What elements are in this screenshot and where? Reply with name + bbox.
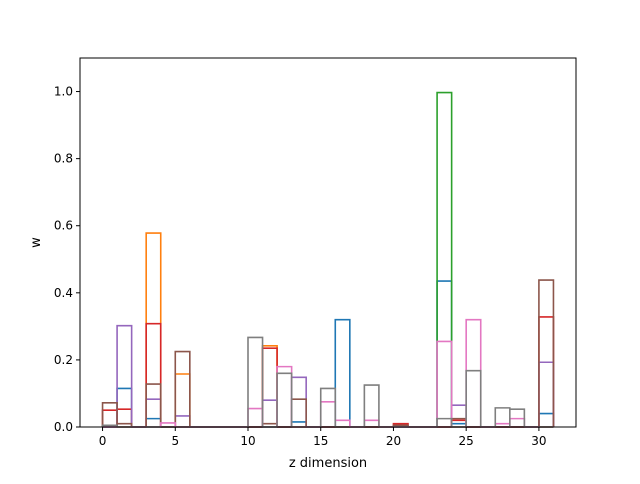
x-tick-label: 5 (171, 434, 179, 448)
x-tick-label: 15 (313, 434, 328, 448)
x-tick-label: 20 (386, 434, 401, 448)
y-axis-ticks: 0.0 0.2 0.4 0.6 0.8 1.0 (54, 85, 80, 434)
y-tick-label: 0.4 (54, 286, 73, 300)
x-tick-label: 30 (531, 434, 546, 448)
y-tick-label: 0.6 (54, 219, 73, 233)
y-tick-label: 1.0 (54, 85, 73, 99)
x-tick-label: 10 (240, 434, 255, 448)
y-tick-label: 0.2 (54, 353, 73, 367)
y-axis-label: w (29, 237, 44, 248)
x-tick-label: 25 (459, 434, 474, 448)
x-axis-label: z dimension (289, 456, 367, 471)
x-tick-label: 0 (99, 434, 107, 448)
y-tick-label: 0.8 (54, 152, 73, 166)
axes-frame (79, 57, 577, 428)
x-axis-ticks: 0 5 10 15 20 25 30 (99, 427, 547, 448)
y-tick-label: 0.0 (54, 420, 73, 434)
